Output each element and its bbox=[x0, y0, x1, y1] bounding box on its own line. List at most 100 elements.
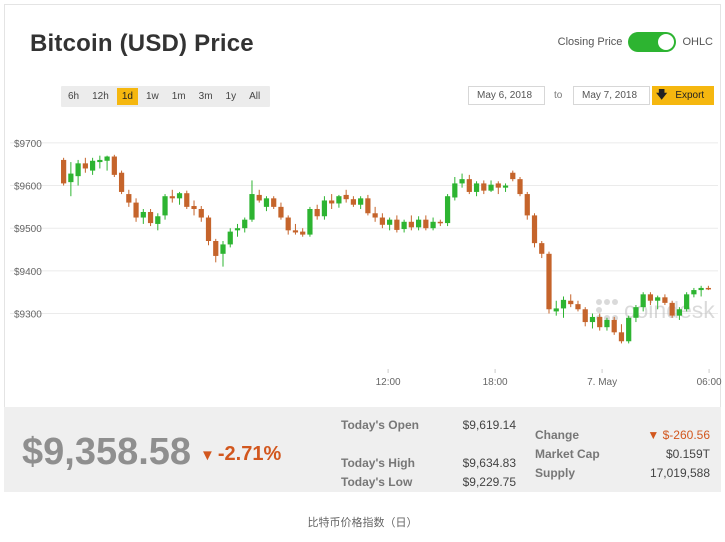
candle-body bbox=[350, 199, 357, 205]
candle-body bbox=[379, 217, 385, 225]
export-label: Export bbox=[675, 90, 705, 101]
range-1d-button[interactable]: 1d bbox=[116, 88, 138, 105]
candle-body bbox=[604, 319, 610, 328]
candle-body bbox=[314, 209, 320, 217]
candle-body bbox=[184, 193, 190, 207]
candle-body bbox=[300, 231, 306, 235]
candle-body bbox=[307, 209, 313, 235]
closing-price-label[interactable]: Closing Price bbox=[557, 36, 623, 48]
candle-body bbox=[89, 160, 96, 171]
change-amount: $-260.56 bbox=[662, 428, 710, 442]
range-3m-button[interactable]: 3m bbox=[193, 88, 218, 105]
date-from-input[interactable]: May 6, 2018 bbox=[468, 86, 545, 105]
todays-low-value: $9,229.75 bbox=[462, 475, 516, 489]
candle-body bbox=[133, 202, 139, 218]
candle-body bbox=[524, 194, 530, 216]
candle-body bbox=[676, 309, 683, 316]
x-tick-label: 7. May bbox=[587, 377, 617, 388]
candle-body bbox=[147, 211, 154, 224]
range-6h-button[interactable]: 6h bbox=[63, 88, 85, 105]
toggle-switch[interactable] bbox=[628, 32, 677, 52]
candle-body bbox=[213, 241, 219, 256]
candle-body bbox=[459, 179, 465, 184]
todays-low-label: Today's Low bbox=[341, 475, 413, 489]
candle-body bbox=[68, 173, 74, 183]
x-tick-label: 06:00 bbox=[697, 377, 722, 388]
candle-body bbox=[495, 183, 501, 188]
market-cap-value: $0.159T bbox=[665, 447, 710, 461]
toggle-knob bbox=[658, 34, 675, 50]
candle-body bbox=[140, 211, 146, 218]
candle-body bbox=[401, 221, 407, 230]
chart-title: Bitcoin (USD) Price bbox=[30, 30, 254, 57]
x-tick-label: 12:00 bbox=[376, 377, 401, 388]
range-1y-button[interactable]: 1y bbox=[220, 88, 242, 105]
candle-body bbox=[358, 198, 364, 205]
candle-body bbox=[444, 196, 451, 224]
candle-body bbox=[582, 309, 588, 323]
candle-body bbox=[568, 300, 574, 305]
candle-body bbox=[234, 228, 241, 231]
candle-body bbox=[111, 156, 117, 175]
candle-body bbox=[394, 219, 400, 230]
candle-body bbox=[329, 200, 335, 204]
date-to-label: to bbox=[554, 90, 563, 101]
candle-body bbox=[517, 179, 523, 195]
change-value: ▼ $-260.56 bbox=[610, 426, 710, 445]
candle-body bbox=[430, 221, 436, 229]
export-button[interactable]: 🡇 Export bbox=[652, 86, 714, 105]
candle-body bbox=[597, 316, 603, 328]
candle-body bbox=[647, 294, 654, 301]
todays-open-value: $9,619.14 bbox=[462, 418, 516, 432]
candle-body bbox=[575, 304, 581, 310]
candle-body bbox=[553, 308, 559, 312]
chart-mode-toggle[interactable]: Closing Price OHLC bbox=[558, 32, 713, 52]
candle-body bbox=[126, 194, 132, 203]
candle-body bbox=[437, 221, 443, 224]
range-1m-button[interactable]: 1m bbox=[166, 88, 191, 105]
candle-body bbox=[589, 316, 596, 323]
market-cap-label: Market Cap bbox=[535, 447, 600, 461]
supply-label: Supply bbox=[535, 466, 576, 480]
candle-body bbox=[611, 319, 617, 333]
coindesk-logo-icon bbox=[596, 299, 618, 321]
range-1w-button[interactable]: 1w bbox=[140, 88, 164, 105]
candle-body bbox=[336, 196, 342, 204]
candle-body bbox=[104, 156, 110, 161]
range-selector: 6h 12h 1d 1w 1m 3m 1y All bbox=[61, 86, 271, 107]
range-all-button[interactable]: All bbox=[244, 88, 266, 105]
ohlc-label[interactable]: OHLC bbox=[682, 36, 713, 48]
y-tick-label: $9700 bbox=[14, 139, 42, 150]
change-percent-value: -2.71% bbox=[217, 443, 282, 465]
candle-body bbox=[452, 183, 458, 198]
candle-body bbox=[626, 317, 632, 342]
candle-body bbox=[510, 172, 516, 180]
candle-body bbox=[118, 172, 125, 192]
y-tick-label: $9400 bbox=[14, 267, 42, 278]
candle-body bbox=[205, 217, 212, 241]
candle-body bbox=[466, 179, 472, 192]
candle-body bbox=[640, 294, 646, 308]
candle-body bbox=[488, 184, 494, 191]
y-tick-label: $9500 bbox=[14, 224, 42, 235]
x-tick-label: 18:00 bbox=[483, 377, 508, 388]
down-triangle-icon: ▼ bbox=[200, 447, 215, 464]
candle-body bbox=[502, 185, 509, 188]
candle-body bbox=[546, 253, 552, 310]
candle-body bbox=[633, 307, 639, 318]
candle-body bbox=[691, 290, 697, 295]
date-to-input[interactable]: May 7, 2018 bbox=[573, 86, 650, 105]
price-chart[interactable]: $9300 $9400 $9500 $9600 $9700 12:00 18:00 7. M… bbox=[0, 0, 725, 400]
candle-body bbox=[343, 194, 349, 200]
todays-open-label: Today's Open bbox=[341, 418, 419, 432]
change-label: Change bbox=[535, 428, 580, 442]
candle-body bbox=[531, 215, 538, 244]
change-down-icon: ▼ bbox=[647, 428, 663, 442]
candle-body bbox=[162, 196, 168, 216]
y-tick-label: $9300 bbox=[14, 310, 42, 321]
x-axis-ticks: 12:00 18:00 7. May 06:00 bbox=[376, 369, 722, 388]
stats-panel: $9,358.58 ▼ -2.71% Today's Open $9,619.14… bbox=[4, 407, 721, 492]
candle-body bbox=[271, 198, 277, 207]
range-12h-button[interactable]: 12h bbox=[87, 88, 114, 105]
candle-body bbox=[387, 219, 393, 225]
